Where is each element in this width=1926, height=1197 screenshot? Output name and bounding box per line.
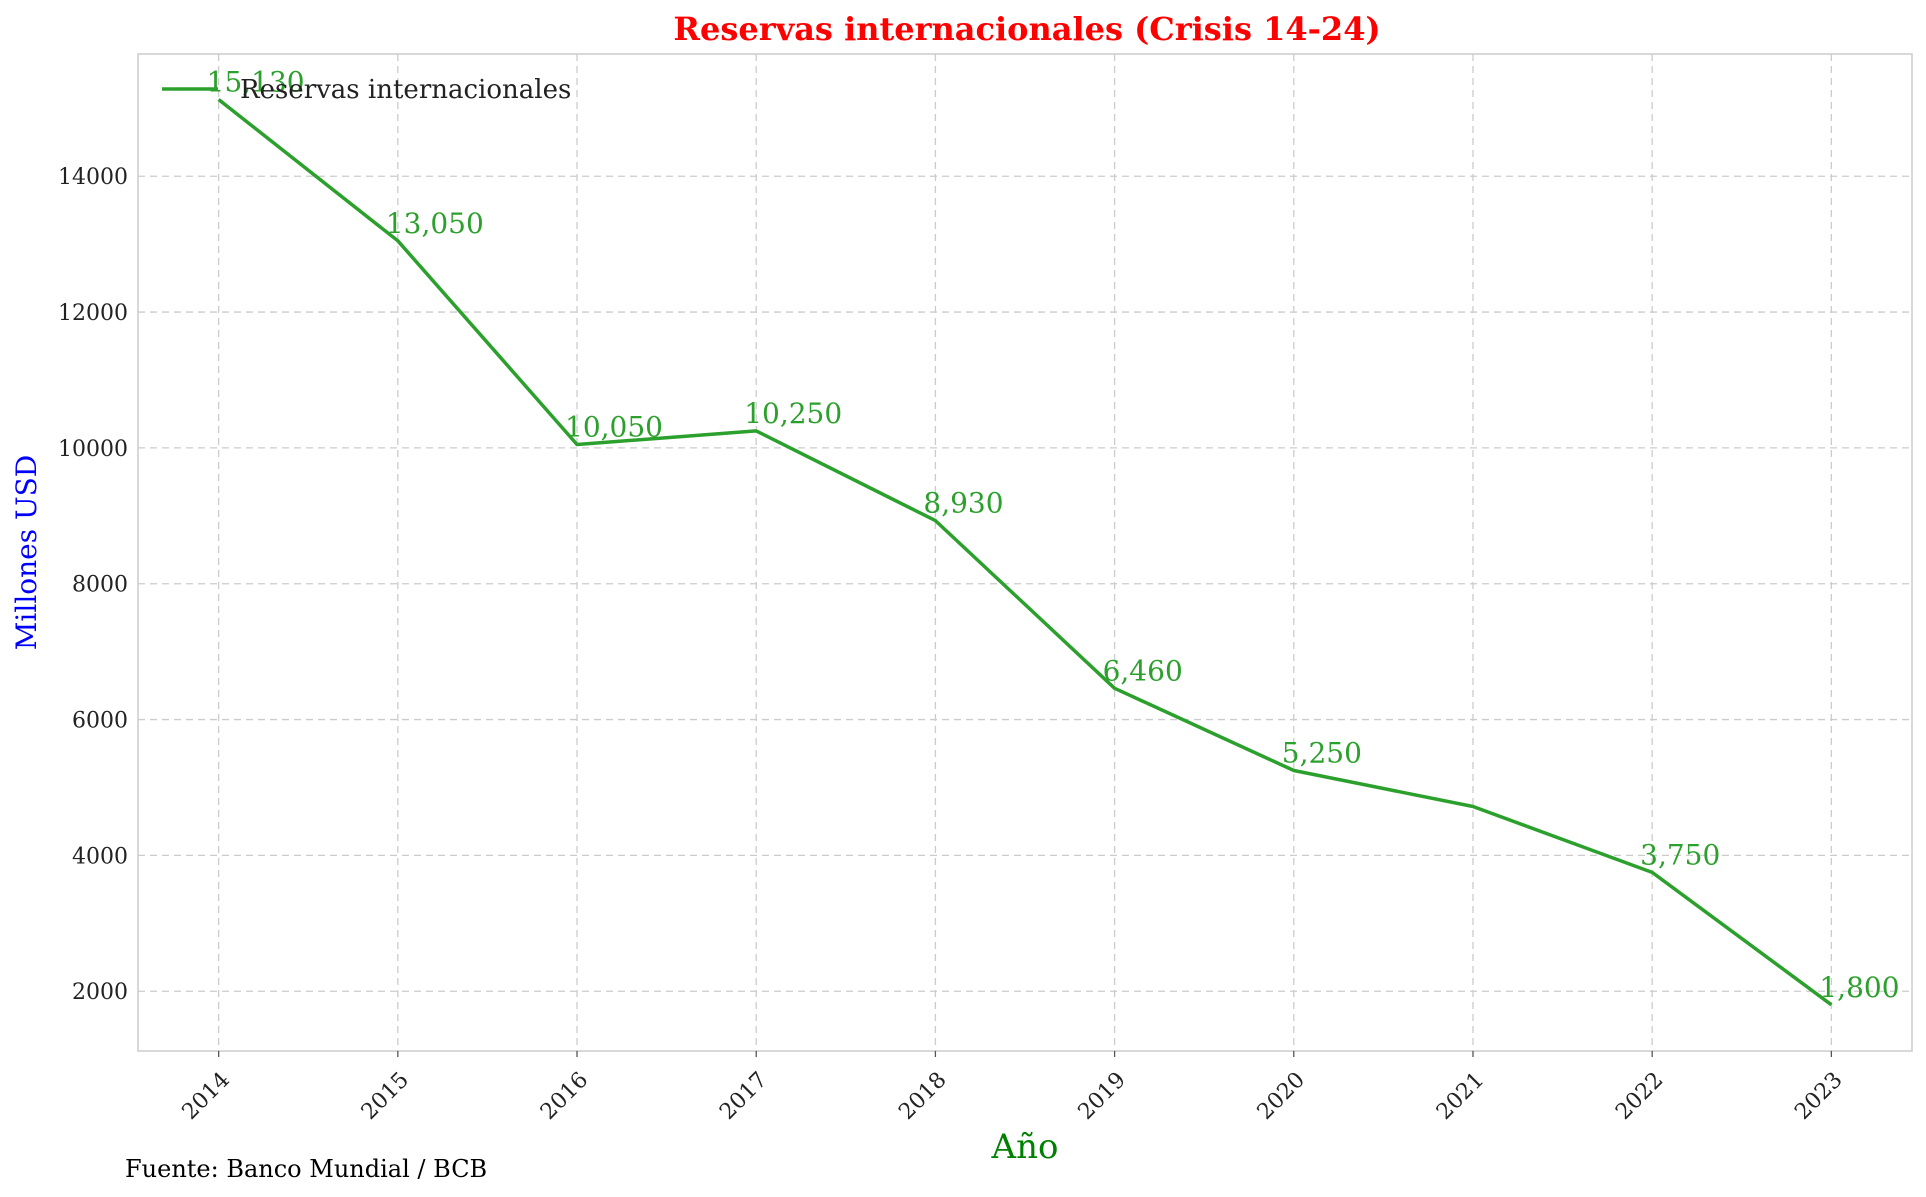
x-tick-label: 2015 xyxy=(357,1068,414,1125)
x-tick-label: 2022 xyxy=(1611,1068,1668,1125)
x-tick-label: 2023 xyxy=(1790,1068,1847,1125)
x-tick-label: 2021 xyxy=(1432,1068,1489,1125)
plot-area xyxy=(137,53,1913,1052)
data-labels: 15,130 13,050 10,050 10,250 8,930 6,460 5,250 3… xyxy=(207,66,1900,1004)
source-note: Fuente: Banco Mundial / BCB xyxy=(125,1155,488,1183)
data-label: 10,050 xyxy=(565,411,663,444)
y-tick-label: 4000 xyxy=(72,844,128,869)
data-label: 8,930 xyxy=(923,487,1003,520)
y-tick-label: 2000 xyxy=(72,980,128,1005)
data-label: 1,800 xyxy=(1819,971,1899,1004)
x-tick-label: 2019 xyxy=(1074,1068,1131,1125)
y-tick-label: 14000 xyxy=(58,165,128,190)
series-line-reservas xyxy=(217,98,1833,1007)
x-tick-label: 2018 xyxy=(894,1068,951,1125)
y-axis-label: Millones USD xyxy=(10,455,43,651)
data-label: 15,130 xyxy=(207,66,305,99)
y-tick-label: 10000 xyxy=(58,437,128,462)
data-label: 13,050 xyxy=(386,207,484,240)
y-tick-label: 8000 xyxy=(72,573,128,598)
chart-title: Reservas internacionales (Crisis 14-24) xyxy=(673,10,1380,48)
y-axis: 2000 4000 6000 8000 10000 12000 14000 xyxy=(58,165,128,1005)
data-label: 6,460 xyxy=(1103,654,1183,687)
x-tick-label: 2014 xyxy=(178,1068,235,1125)
data-label: 10,250 xyxy=(744,397,842,430)
x-tick-label: 2020 xyxy=(1253,1068,1310,1125)
y-tick-label: 12000 xyxy=(58,301,128,326)
x-tick-label: 2017 xyxy=(715,1068,772,1125)
x-axis-label: Año xyxy=(991,1127,1059,1167)
x-tick-label: 2016 xyxy=(536,1068,593,1125)
y-tick-label: 6000 xyxy=(72,709,128,734)
legend-label: Reservas internacionales xyxy=(240,75,571,105)
data-label: 3,750 xyxy=(1640,838,1720,871)
data-label: 5,250 xyxy=(1282,737,1362,770)
grid xyxy=(138,54,1912,1051)
legend: Reservas internacionales xyxy=(162,75,571,105)
x-axis: 2014 2015 2016 2017 2018 2019 2020 2021 2022 2023 xyxy=(178,1051,1848,1125)
